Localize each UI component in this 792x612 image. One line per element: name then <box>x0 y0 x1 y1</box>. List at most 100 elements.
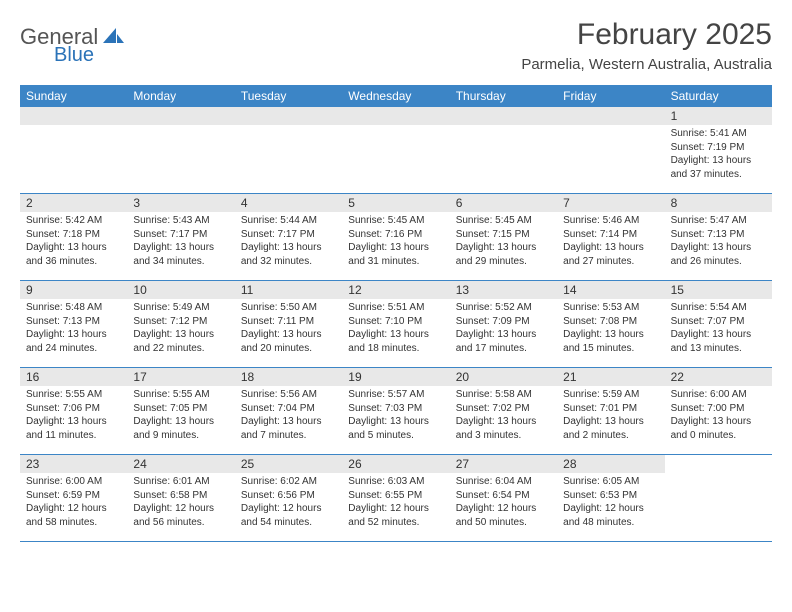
daylight1-text: Daylight: 12 hours <box>456 502 551 516</box>
sunset-text: Sunset: 6:56 PM <box>241 489 336 503</box>
day-number: 22 <box>665 368 772 386</box>
weekday-header-cell: Sunday <box>20 85 127 107</box>
cell-body: Sunrise: 5:42 AMSunset: 7:18 PMDaylight:… <box>20 214 127 268</box>
cell-body: Sunrise: 6:01 AMSunset: 6:58 PMDaylight:… <box>127 475 234 529</box>
calendar-cell: 5Sunrise: 5:45 AMSunset: 7:16 PMDaylight… <box>342 194 449 280</box>
day-number: 18 <box>235 368 342 386</box>
sunrise-text: Sunrise: 5:52 AM <box>456 301 551 315</box>
day-number: 20 <box>450 368 557 386</box>
cell-body: Sunrise: 5:58 AMSunset: 7:02 PMDaylight:… <box>450 388 557 442</box>
sunset-text: Sunset: 7:13 PM <box>671 228 766 242</box>
cell-body: Sunrise: 5:52 AMSunset: 7:09 PMDaylight:… <box>450 301 557 355</box>
cell-body: Sunrise: 5:59 AMSunset: 7:01 PMDaylight:… <box>557 388 664 442</box>
day-number: 12 <box>342 281 449 299</box>
daylight1-text: Daylight: 13 hours <box>456 241 551 255</box>
calendar-cell <box>450 107 557 193</box>
location-text: Parmelia, Western Australia, Australia <box>521 56 772 73</box>
calendar-cell: 26Sunrise: 6:03 AMSunset: 6:55 PMDayligh… <box>342 455 449 541</box>
day-number: 24 <box>127 455 234 473</box>
day-number: 1 <box>665 107 772 125</box>
sunrise-text: Sunrise: 5:50 AM <box>241 301 336 315</box>
sunrise-text: Sunrise: 5:49 AM <box>133 301 228 315</box>
calendar-cell: 28Sunrise: 6:05 AMSunset: 6:53 PMDayligh… <box>557 455 664 541</box>
week-row: 9Sunrise: 5:48 AMSunset: 7:13 PMDaylight… <box>20 281 772 368</box>
daylight1-text: Daylight: 13 hours <box>241 328 336 342</box>
cell-body: Sunrise: 5:55 AMSunset: 7:05 PMDaylight:… <box>127 388 234 442</box>
daylight2-text: and 58 minutes. <box>26 516 121 530</box>
daylight1-text: Daylight: 13 hours <box>563 241 658 255</box>
sunrise-text: Sunrise: 5:58 AM <box>456 388 551 402</box>
cell-body: Sunrise: 5:57 AMSunset: 7:03 PMDaylight:… <box>342 388 449 442</box>
calendar-cell: 7Sunrise: 5:46 AMSunset: 7:14 PMDaylight… <box>557 194 664 280</box>
daylight2-text: and 7 minutes. <box>241 429 336 443</box>
sunset-text: Sunset: 7:17 PM <box>241 228 336 242</box>
sunset-text: Sunset: 7:05 PM <box>133 402 228 416</box>
daylight1-text: Daylight: 13 hours <box>671 241 766 255</box>
sunrise-text: Sunrise: 5:53 AM <box>563 301 658 315</box>
day-number: 6 <box>450 194 557 212</box>
weekday-header: SundayMondayTuesdayWednesdayThursdayFrid… <box>20 85 772 107</box>
daylight2-text: and 24 minutes. <box>26 342 121 356</box>
daylight1-text: Daylight: 13 hours <box>241 241 336 255</box>
daylight2-text: and 27 minutes. <box>563 255 658 269</box>
sunset-text: Sunset: 7:08 PM <box>563 315 658 329</box>
logo: General Blue <box>20 24 125 50</box>
cell-body: Sunrise: 5:51 AMSunset: 7:10 PMDaylight:… <box>342 301 449 355</box>
calendar-cell: 15 Sunrise: 5:54 AMSunset: 7:07 PMDayligh… <box>665 281 772 367</box>
sunset-text: Sunset: 7:06 PM <box>26 402 121 416</box>
sunrise-text: Sunrise: 5:57 AM <box>348 388 443 402</box>
calendar-cell: 24 Sunrise: 6:01 AMSunset: 6:58 PMDayligh… <box>127 455 234 541</box>
calendar-cell <box>665 455 772 541</box>
calendar-cell <box>557 107 664 193</box>
calendar-cell: 14Sunrise: 5:53 AMSunset: 7:08 PMDayligh… <box>557 281 664 367</box>
cell-body: Sunrise: 5:54 AMSunset: 7:07 PMDaylight:… <box>665 301 772 355</box>
logo-text-blue: Blue <box>54 44 94 67</box>
sunrise-text: Sunrise: 6:00 AM <box>26 475 121 489</box>
cell-body: Sunrise: 6:00 AMSunset: 7:00 PMDaylight:… <box>665 388 772 442</box>
sunrise-text: Sunrise: 5:45 AM <box>456 214 551 228</box>
day-number: 19 <box>342 368 449 386</box>
calendar-cell <box>20 107 127 193</box>
daylight2-text: and 17 minutes. <box>456 342 551 356</box>
cell-body: Sunrise: 5:47 AMSunset: 7:13 PMDaylight:… <box>665 214 772 268</box>
sunset-text: Sunset: 7:12 PM <box>133 315 228 329</box>
day-number <box>557 107 664 125</box>
calendar-cell: 1Sunrise: 5:41 AMSunset: 7:19 PMDaylight… <box>665 107 772 193</box>
week-row: 2Sunrise: 5:42 AMSunset: 7:18 PMDaylight… <box>20 194 772 281</box>
daylight1-text: Daylight: 13 hours <box>241 415 336 429</box>
day-number: 3 <box>127 194 234 212</box>
sunrise-text: Sunrise: 5:48 AM <box>26 301 121 315</box>
daylight1-text: Daylight: 12 hours <box>26 502 121 516</box>
daylight1-text: Daylight: 13 hours <box>133 328 228 342</box>
daylight1-text: Daylight: 13 hours <box>671 154 766 168</box>
calendar-cell <box>342 107 449 193</box>
calendar-cell <box>235 107 342 193</box>
cell-body: Sunrise: 5:56 AMSunset: 7:04 PMDaylight:… <box>235 388 342 442</box>
title-block: February 2025 Parmelia, Western Australi… <box>521 18 772 73</box>
day-number: 13 <box>450 281 557 299</box>
sunset-text: Sunset: 7:07 PM <box>671 315 766 329</box>
day-number: 15 <box>665 281 772 299</box>
sunset-text: Sunset: 7:09 PM <box>456 315 551 329</box>
day-number <box>235 107 342 125</box>
calendar-cell: 18 Sunrise: 5:56 AMSunset: 7:04 PMDayligh… <box>235 368 342 454</box>
daylight2-text: and 22 minutes. <box>133 342 228 356</box>
daylight2-text: and 54 minutes. <box>241 516 336 530</box>
daylight1-text: Daylight: 13 hours <box>26 415 121 429</box>
day-number: 4 <box>235 194 342 212</box>
daylight2-text: and 29 minutes. <box>456 255 551 269</box>
calendar-cell: 9Sunrise: 5:48 AMSunset: 7:13 PMDaylight… <box>20 281 127 367</box>
sunrise-text: Sunrise: 5:47 AM <box>671 214 766 228</box>
daylight1-text: Daylight: 13 hours <box>671 328 766 342</box>
daylight1-text: Daylight: 13 hours <box>348 328 443 342</box>
day-number: 14 <box>557 281 664 299</box>
sunset-text: Sunset: 6:55 PM <box>348 489 443 503</box>
calendar-cell: 21Sunrise: 5:59 AMSunset: 7:01 PMDayligh… <box>557 368 664 454</box>
day-number: 16 <box>20 368 127 386</box>
weekday-header-cell: Monday <box>127 85 234 107</box>
day-number <box>20 107 127 125</box>
cell-body: Sunrise: 5:48 AMSunset: 7:13 PMDaylight:… <box>20 301 127 355</box>
cell-body: Sunrise: 6:03 AMSunset: 6:55 PMDaylight:… <box>342 475 449 529</box>
sunrise-text: Sunrise: 5:42 AM <box>26 214 121 228</box>
day-number: 5 <box>342 194 449 212</box>
